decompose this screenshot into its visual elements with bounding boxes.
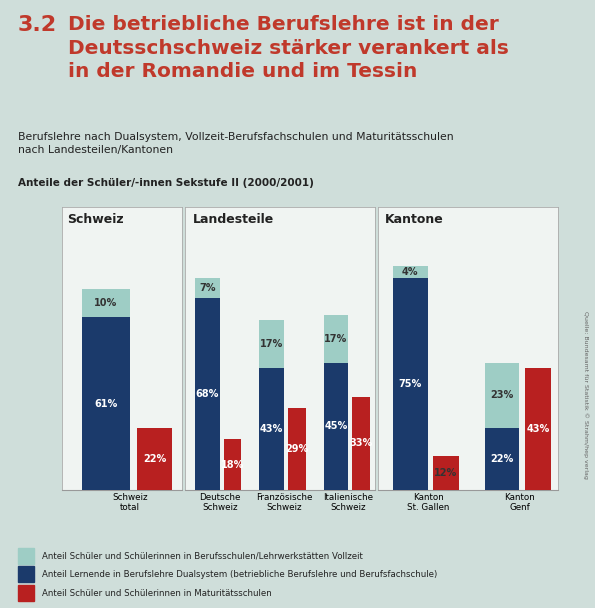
Text: 3.2: 3.2 [18, 15, 57, 35]
Bar [393, 266, 428, 278]
Text: 12%: 12% [434, 468, 458, 478]
Text: Berufslehre nach Dualsystem, Vollzeit-Berufsfachschulen und Maturitätsschulen
na: Berufslehre nach Dualsystem, Vollzeit-Be… [18, 132, 453, 155]
Text: Anteile der Schüler/-innen Sekstufe II (2000/2001): Anteile der Schüler/-innen Sekstufe II (… [18, 178, 314, 188]
Text: Quelle: Bundesamt für Statistik © Strahm/hep verlag: Quelle: Bundesamt für Statistik © Strahm… [583, 311, 589, 479]
Bar [195, 278, 220, 297]
Bar [433, 456, 459, 490]
Bar [259, 368, 284, 490]
Text: 43%: 43% [260, 424, 283, 434]
Text: 22%: 22% [490, 454, 513, 464]
Text: Anteil Lernende in Berufslehre Dualsystem (betriebliche Berufslehre und Berufsfa: Anteil Lernende in Berufslehre Dualsyste… [42, 570, 437, 579]
Text: 61%: 61% [94, 399, 117, 409]
Bar [18, 585, 34, 601]
Text: 7%: 7% [199, 283, 216, 292]
Bar [324, 314, 348, 362]
Bar [484, 362, 519, 428]
Text: Anteil Schüler und Schülerinnen in Berufsschulen/Lehrwerkstätten Vollzeit: Anteil Schüler und Schülerinnen in Beruf… [42, 551, 363, 560]
Bar [137, 428, 172, 490]
Text: 17%: 17% [260, 339, 283, 349]
Bar [195, 297, 220, 490]
Bar [82, 289, 130, 317]
Bar [525, 368, 550, 490]
Text: 23%: 23% [490, 390, 513, 400]
Bar [324, 362, 348, 490]
Bar [288, 408, 306, 490]
Bar [224, 439, 242, 490]
Text: 4%: 4% [402, 267, 418, 277]
Text: 17%: 17% [324, 334, 347, 344]
Text: 10%: 10% [94, 298, 117, 308]
Bar [484, 428, 519, 490]
Text: 18%: 18% [221, 460, 244, 469]
Bar [18, 548, 34, 564]
Text: Kantone: Kantone [385, 213, 444, 226]
Text: 45%: 45% [324, 421, 347, 431]
Text: Die betriebliche Berufslehre ist in der
Deutsschschweiz stärker verankert als
in: Die betriebliche Berufslehre ist in der … [68, 15, 509, 81]
Text: 43%: 43% [526, 424, 549, 434]
Bar [82, 317, 130, 490]
Text: Schweiz: Schweiz [67, 213, 123, 226]
Text: 29%: 29% [285, 444, 308, 454]
Text: 75%: 75% [399, 379, 422, 389]
Text: 33%: 33% [349, 438, 372, 448]
Bar [259, 320, 284, 368]
Text: 22%: 22% [143, 454, 166, 464]
Bar [18, 567, 34, 582]
Text: Landesteile: Landesteile [193, 213, 274, 226]
Bar [393, 278, 428, 490]
Text: 68%: 68% [196, 389, 219, 399]
Text: Anteil Schüler und Schülerinnen in Maturitätsschulen: Anteil Schüler und Schülerinnen in Matur… [42, 589, 272, 598]
Bar [352, 396, 370, 490]
